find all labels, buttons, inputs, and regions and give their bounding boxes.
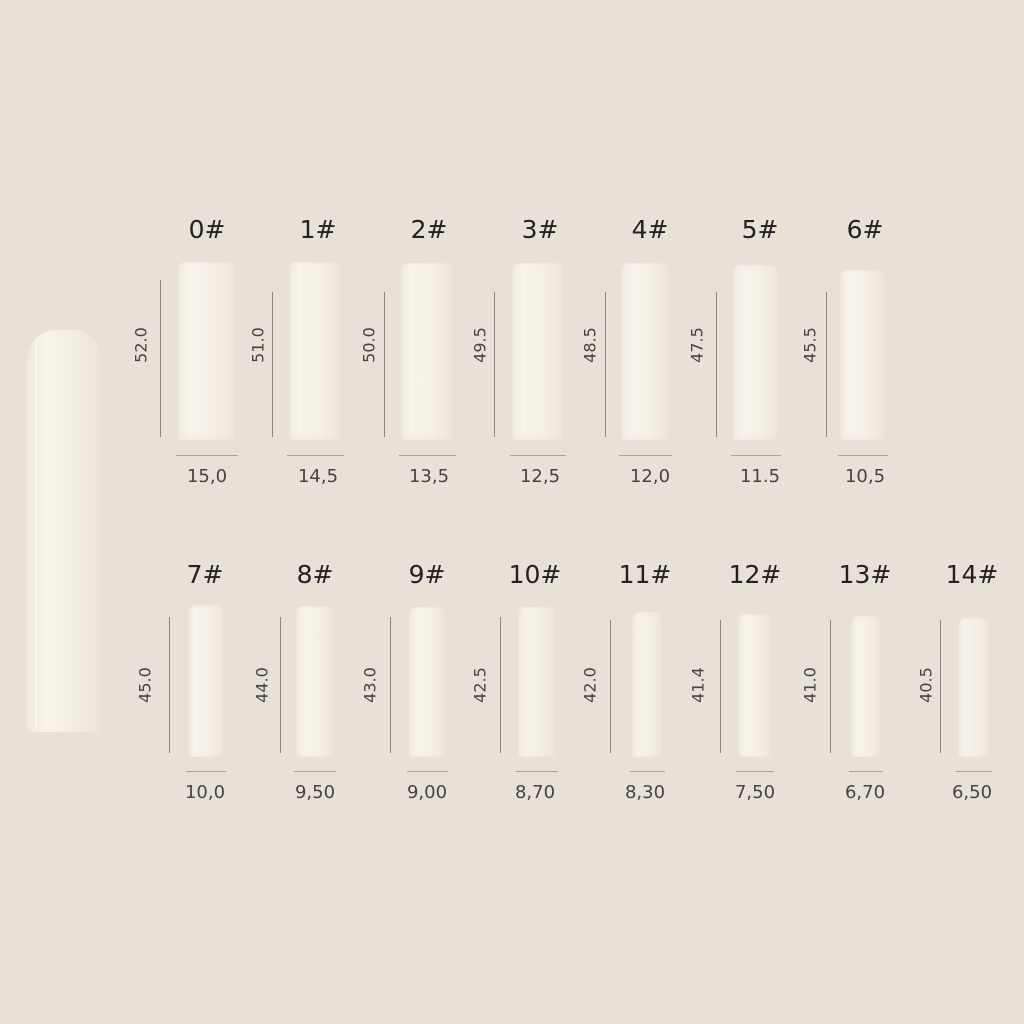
width-label: 11.5 [739,466,781,487]
length-dimension-line [940,620,941,753]
size-label: 8# [296,560,334,589]
width-dimension-line [510,455,566,456]
length-dimension-line [720,620,721,753]
nail-tip [296,606,334,757]
size-label: 12# [728,560,782,589]
width-dimension-line [399,455,456,456]
size-label: 9# [408,560,446,589]
length-label: 41.4 [688,667,708,703]
width-label: 6,50 [951,782,993,803]
width-label: 12,5 [519,466,561,487]
length-label: 41.0 [800,667,820,703]
length-dimension-line [494,292,495,437]
nail-tip [289,262,342,440]
length-label: 44.0 [252,667,272,703]
width-dimension-line [407,771,448,772]
length-dimension-line [272,292,273,437]
length-dimension-line [169,617,170,753]
nail-tip [840,270,886,440]
nail-tip-side-edge [35,333,47,728]
width-label: 13,5 [408,466,450,487]
nail-tip [632,612,663,757]
width-dimension-line [956,771,992,772]
size-label: 10# [508,560,562,589]
width-dimension-line [287,455,344,456]
width-label: 6,70 [844,782,886,803]
size-label: 11# [618,560,672,589]
length-dimension-line [830,620,831,753]
nail-tip [401,263,454,440]
length-label: 50.0 [359,327,379,363]
length-label: 52.0 [131,327,151,363]
size-label: 1# [299,215,337,244]
length-dimension-line [384,292,385,437]
width-label: 12,0 [629,466,671,487]
size-label: 6# [846,215,884,244]
length-label: 40.5 [916,667,936,703]
nail-tip [958,618,990,757]
width-label: 10,0 [184,782,226,803]
nail-tip [738,614,772,757]
nail-tip [188,605,224,757]
length-label: 49.5 [470,327,490,363]
length-label: 42.0 [580,667,600,703]
size-label: 13# [838,560,892,589]
width-label: 14,5 [297,466,339,487]
length-dimension-line [390,617,391,753]
length-label: 42.5 [470,667,490,703]
nail-tip [621,263,670,440]
length-dimension-line [610,620,611,753]
width-label: 9,50 [294,782,336,803]
length-label: 45.0 [135,667,155,703]
size-label: 0# [188,215,226,244]
length-dimension-line [605,292,606,437]
size-label: 2# [410,215,448,244]
nail-tip [409,607,446,757]
length-label: 48.5 [580,327,600,363]
width-label: 15,0 [186,466,228,487]
nail-tip-side-view [27,330,100,732]
nail-tip [178,262,236,440]
width-dimension-line [838,455,888,456]
width-dimension-line [731,455,781,456]
width-dimension-line [186,771,226,772]
length-dimension-line [826,292,827,437]
size-label: 7# [186,560,224,589]
length-label: 43.0 [360,667,380,703]
length-dimension-line [716,292,717,437]
nail-tip [512,263,564,440]
width-label: 7,50 [734,782,776,803]
width-label: 8,70 [514,782,556,803]
width-dimension-line [619,455,672,456]
width-dimension-line [630,771,665,772]
width-dimension-line [736,771,774,772]
length-dimension-line [500,617,501,753]
nail-tip [733,265,779,440]
size-label: 3# [521,215,559,244]
width-label: 9,00 [406,782,448,803]
length-label: 45.5 [800,327,820,363]
width-label: 10,5 [844,466,886,487]
length-label: 47.5 [687,327,707,363]
length-dimension-line [160,280,161,437]
length-dimension-line [280,617,281,753]
width-dimension-line [294,771,336,772]
size-label: 14# [945,560,999,589]
size-label: 5# [741,215,779,244]
width-label: 8,30 [624,782,666,803]
nail-tip [518,607,556,757]
size-label: 4# [631,215,669,244]
width-dimension-line [849,771,883,772]
nail-tip [851,616,881,757]
width-dimension-line [176,455,238,456]
width-dimension-line [516,771,558,772]
length-label: 51.0 [248,327,268,363]
